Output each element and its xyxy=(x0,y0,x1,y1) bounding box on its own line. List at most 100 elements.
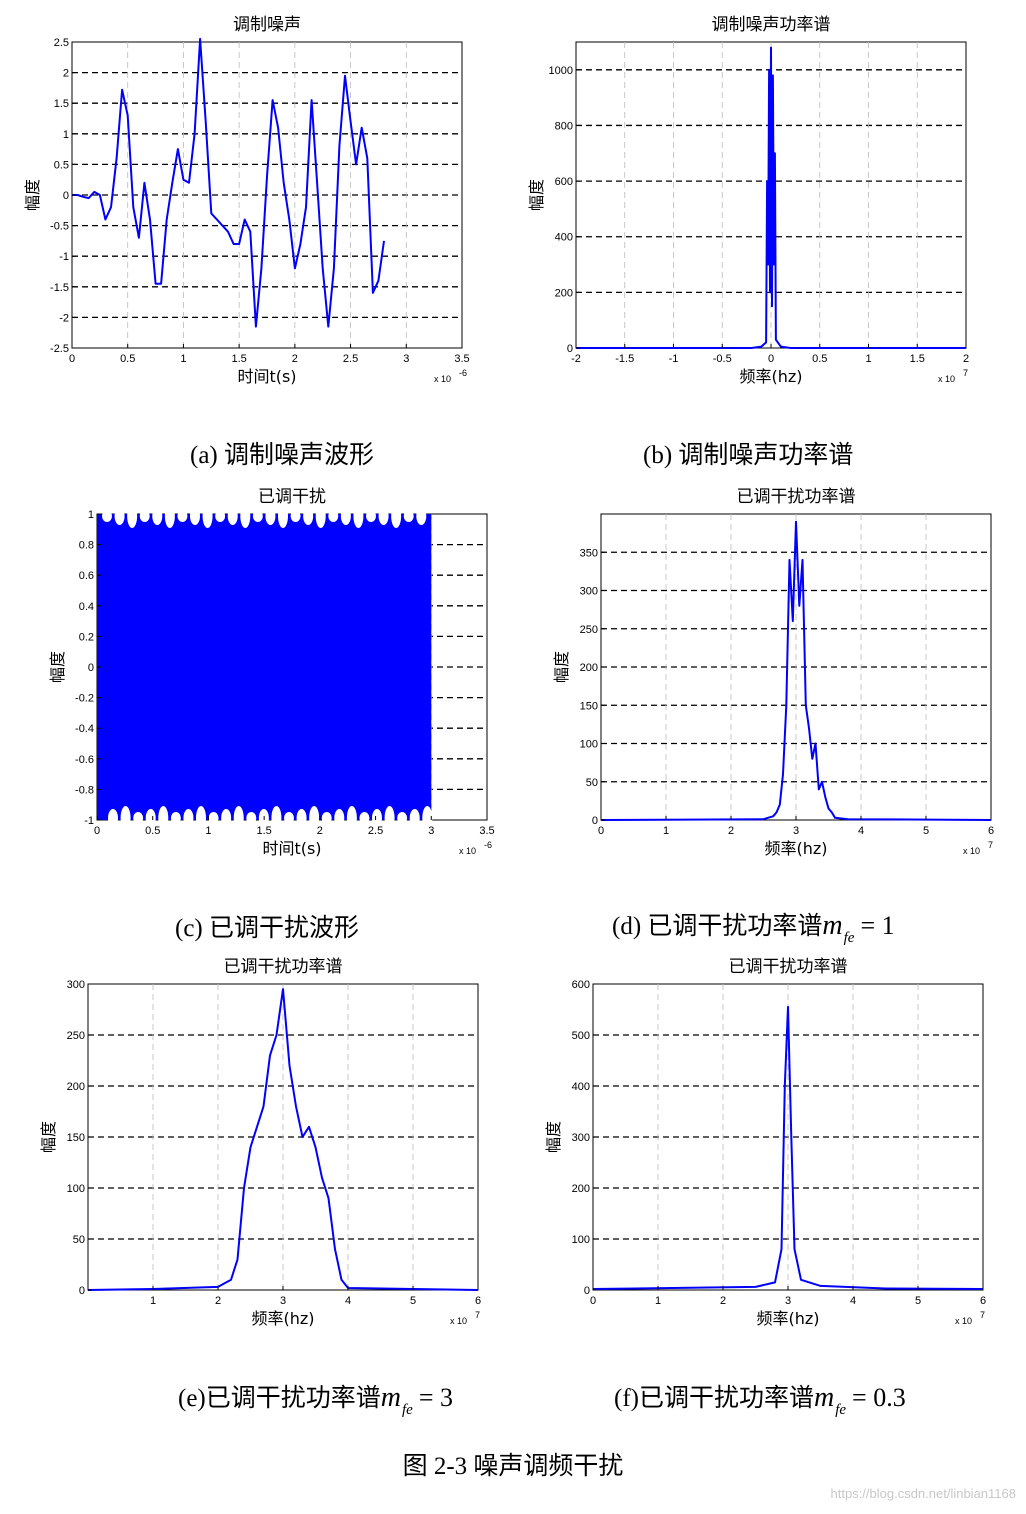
envelope-dip-top xyxy=(202,504,213,528)
y-tick-label: 0 xyxy=(63,190,69,202)
x-axis-label: 频率(hz) xyxy=(764,839,827,858)
envelope-dip-top xyxy=(114,507,125,525)
y-tick-label: 0 xyxy=(567,343,573,355)
x-axis-label: 频率(hz) xyxy=(251,1309,314,1328)
x-exponent-label: x 10 xyxy=(459,846,476,856)
x-tick-label: 6 xyxy=(980,1295,986,1307)
x-tick-label: 3 xyxy=(785,1295,791,1307)
y-tick-label: 50 xyxy=(586,777,598,789)
x-tick-label: 1 xyxy=(655,1295,661,1307)
envelope-dip-bottom xyxy=(271,806,282,830)
chart-title: 已调干扰功率谱 xyxy=(224,957,343,977)
figure-caption: 图 2-3 噪声调频干扰 xyxy=(402,1453,624,1480)
x-tick-label: 2 xyxy=(720,1295,726,1307)
envelope-dip-top xyxy=(278,504,288,528)
y-tick-label: 400 xyxy=(555,232,573,244)
x-tick-label: 1.5 xyxy=(256,825,271,837)
y-tick-label: 100 xyxy=(572,1234,590,1246)
x-tick-label: -0.5 xyxy=(713,353,732,365)
y-tick-label: 0 xyxy=(584,1285,590,1297)
caption-e-text: (e)已调干扰功率谱 xyxy=(178,1385,381,1412)
chart-b-svg: -2 -1.5 -1 -0.5 0 0.5 1 1.5 2 0 200 400 600 800 1000 调制… xyxy=(527,15,969,386)
x-tick-label: 1 xyxy=(663,825,669,837)
envelope-dip-top xyxy=(378,507,389,525)
y-tick-label: 300 xyxy=(580,586,598,598)
y-tick-label: 1.5 xyxy=(54,98,69,110)
y-tick-label: 350 xyxy=(580,547,598,559)
x-tick-label: 2 xyxy=(728,825,734,837)
envelope-dip-top xyxy=(127,504,138,528)
x-tick-label: 5 xyxy=(915,1295,921,1307)
envelope-dip-bottom xyxy=(334,809,345,827)
y-axis-label: 幅度 xyxy=(39,1121,58,1153)
x-tick-label: 3 xyxy=(280,1295,286,1307)
x-exponent-label: x 10 xyxy=(955,1316,972,1326)
caption-b: (b) 调制噪声功率谱 xyxy=(643,435,853,471)
y-tick-label: 300 xyxy=(67,979,85,991)
caption-c: (c) 已调干扰波形 xyxy=(175,908,359,944)
y-axis-label: 幅度 xyxy=(544,1121,563,1153)
envelope-dip-bottom xyxy=(284,812,294,824)
envelope-dip-top xyxy=(315,504,326,528)
y-tick-label: 2.5 xyxy=(54,37,69,49)
y-tick-label: 250 xyxy=(580,624,598,636)
y-tick-label: 600 xyxy=(555,176,573,188)
x-tick-label: 6 xyxy=(475,1295,481,1307)
y-tick-label: 1000 xyxy=(549,65,573,77)
x-tick-label: 1 xyxy=(150,1295,156,1307)
chart-title: 已调干扰功率谱 xyxy=(737,487,856,507)
x-tick-label: 1.5 xyxy=(231,353,246,365)
x-tick-label: 2 xyxy=(215,1295,221,1307)
x-tick-label: 6 xyxy=(988,825,994,837)
envelope-dip-top xyxy=(152,507,163,525)
y-tick-label: 300 xyxy=(572,1132,590,1144)
y-tick-label: 0.5 xyxy=(54,159,69,171)
y-tick-label: 1 xyxy=(63,129,69,141)
series-line xyxy=(72,37,385,328)
y-tick-label: 0 xyxy=(88,662,94,674)
x-tick-label: 0 xyxy=(94,825,100,837)
x-tick-label: 1.5 xyxy=(910,353,925,365)
chart-title: 调制噪声 xyxy=(233,15,301,35)
chart-a-svg: 0 0.5 1 1.5 2 2.5 3 3.5 -2.5 -2 -1.5 -1 -0.5 0 0.5 1 1.5… xyxy=(23,15,470,386)
x-tick-label: -2 xyxy=(571,353,581,365)
caption-a-text: (a) 调制噪声波形 xyxy=(190,442,374,469)
y-axis-label: 幅度 xyxy=(527,179,546,211)
caption-d-eq: = 1 xyxy=(860,911,895,940)
x-tick-label: 4 xyxy=(850,1295,856,1307)
x-tick-label: 0 xyxy=(590,1295,596,1307)
envelope-dip-top xyxy=(240,504,251,528)
envelope-dip-top xyxy=(328,510,339,522)
envelope-dip-top xyxy=(252,510,263,522)
envelope-dip-bottom xyxy=(108,809,118,827)
chart-title: 已调干扰功率谱 xyxy=(729,957,848,977)
y-tick-label: -2 xyxy=(59,312,69,324)
chart-b: -2 -1.5 -1 -0.5 0 0.5 1 1.5 2 0 200 400 600 800 1000 调制… xyxy=(510,0,1010,400)
envelope-dip-top xyxy=(265,507,276,525)
x-tick-label: 0 xyxy=(768,353,774,365)
envelope-dip-top xyxy=(164,504,175,528)
envelope-dip-top xyxy=(190,507,200,525)
x-tick-label: 5 xyxy=(923,825,929,837)
y-tick-label: 150 xyxy=(580,700,598,712)
y-tick-label: 200 xyxy=(555,287,573,299)
y-tick-label: 0.8 xyxy=(79,540,94,552)
y-tick-label: -0.6 xyxy=(75,754,94,766)
envelope-dip-top xyxy=(215,510,226,522)
y-tick-label: -0.5 xyxy=(50,221,69,233)
envelope-dip-top xyxy=(391,504,402,528)
envelope-dip-bottom xyxy=(133,812,144,824)
series-line xyxy=(576,46,966,349)
chart-title: 已调干扰 xyxy=(258,487,326,507)
envelope-dip-top xyxy=(290,510,301,522)
x-tick-label: 3 xyxy=(428,825,434,837)
chart-c: 0 0.5 1 1.5 2 2.5 3 3.5 -1 -0.8 -0.6 -0.4 -0.2 0 0.2 0.… xyxy=(0,478,510,878)
caption-b-text: (b) 调制噪声功率谱 xyxy=(643,442,854,469)
envelope-dip-top xyxy=(353,504,364,528)
envelope-dip-top xyxy=(303,507,314,525)
envelope-dip-top xyxy=(102,510,112,522)
caption-e: (e)已调干扰功率谱mfe = 3 xyxy=(178,1378,453,1419)
y-tick-label: -0.4 xyxy=(75,723,94,735)
chart-d-svg: 0 1 2 3 4 5 6 0 50 100 150 200 250 300 350 已调干扰功率谱频率(hz… xyxy=(552,487,994,858)
